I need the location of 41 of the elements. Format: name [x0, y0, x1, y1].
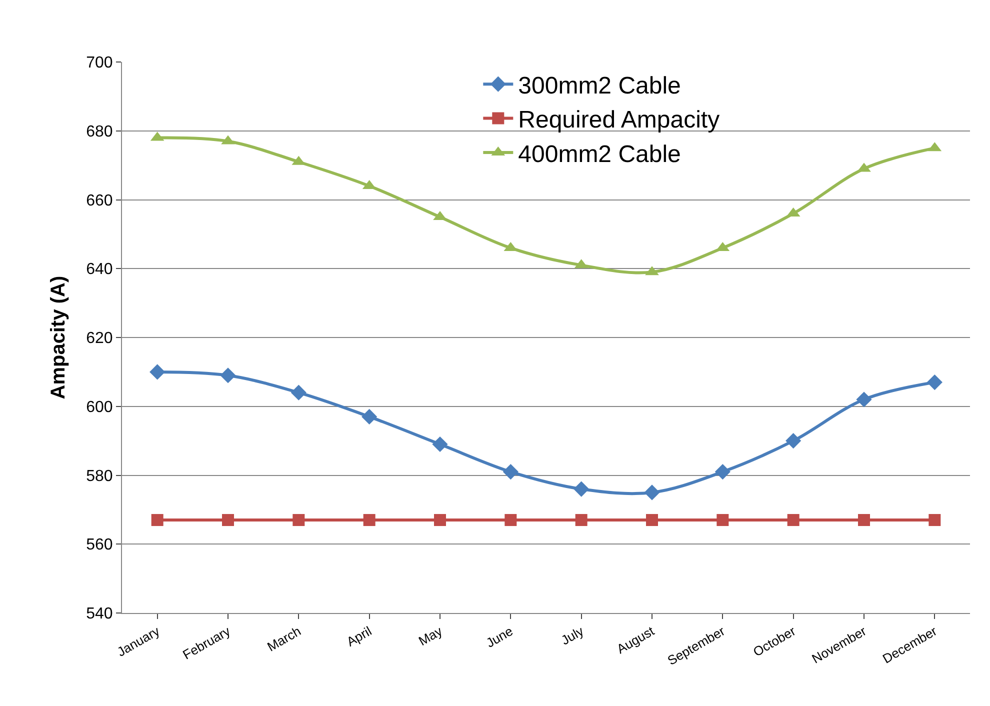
point [644, 484, 660, 500]
y-tick-label: 560 [86, 536, 113, 554]
y-tick-label: 580 [86, 468, 113, 485]
point [928, 514, 941, 526]
point [575, 514, 588, 526]
y-axis-title: Ampacity (A) [48, 276, 70, 400]
point [290, 384, 306, 400]
point [574, 481, 590, 497]
point [926, 374, 942, 390]
point [432, 436, 448, 452]
point [786, 433, 802, 449]
legend-label: 400mm2 Cable [518, 140, 681, 168]
point [434, 514, 446, 526]
x-tick-label: July [558, 623, 587, 648]
point [504, 514, 517, 526]
point [714, 464, 730, 480]
x-tick-label: May [416, 623, 446, 649]
point [222, 514, 234, 526]
point [858, 514, 870, 526]
point [502, 464, 518, 480]
y-tick-label: 620 [86, 330, 113, 348]
point [856, 392, 872, 408]
x-tick-label: June [483, 623, 516, 650]
point [363, 514, 376, 526]
legend-label: Required Ampacity [518, 106, 720, 134]
point [362, 408, 378, 425]
y-tick-label: 680 [86, 123, 113, 140]
y-tick-label: 660 [86, 192, 113, 210]
point [646, 514, 658, 526]
y-tick-label: 700 [86, 54, 113, 72]
y-tick-label: 540 [86, 606, 113, 623]
point [787, 514, 800, 526]
point [151, 514, 164, 526]
y-tick-label: 640 [86, 261, 113, 278]
point [292, 514, 305, 526]
y-tick-label: 600 [86, 398, 113, 416]
point [220, 368, 236, 384]
point [716, 514, 729, 526]
legend-label: 300mm2 Cable [518, 72, 681, 100]
point [150, 364, 166, 380]
x-tick-label: April [344, 623, 374, 650]
